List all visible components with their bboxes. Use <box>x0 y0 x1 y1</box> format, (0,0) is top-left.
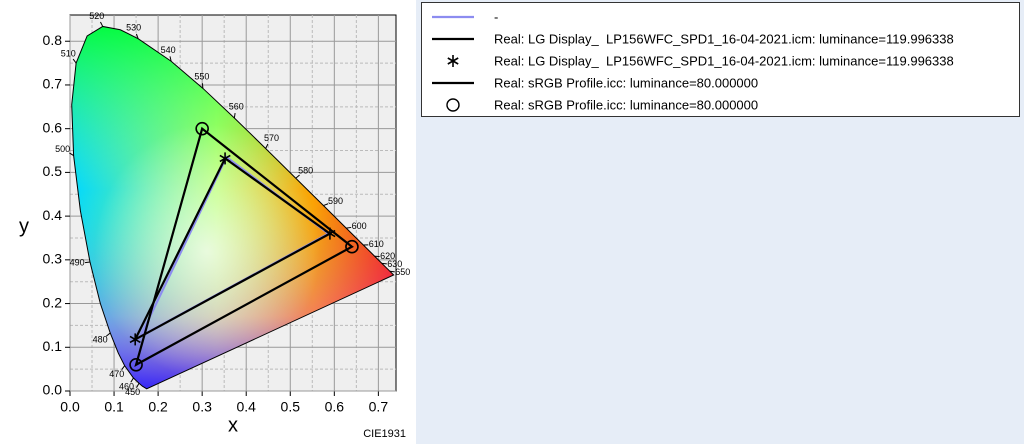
wavelength-tick <box>84 261 91 264</box>
wavelength-tick <box>135 33 139 39</box>
wavelength-label: 570 <box>264 133 279 143</box>
wavelength-label: 460 <box>119 382 134 392</box>
asterisk <box>219 152 231 165</box>
x-axis-label: x <box>228 414 238 436</box>
wavelength-tick <box>106 332 111 337</box>
wavelength-label: 450 <box>125 387 140 397</box>
legend-entry: Real: LG Display_ LP156WFC_SPD1_16-04-20… <box>447 53 954 68</box>
wavelength-tick <box>121 365 126 371</box>
y-tick-label: 0.8 <box>43 32 63 48</box>
wavelength-tick <box>389 270 395 273</box>
legend <box>421 2 1020 117</box>
x-tick-label: 0.6 <box>325 399 345 415</box>
asterisk <box>129 333 141 346</box>
x-tick-label: 0.1 <box>104 399 124 415</box>
point <box>195 121 209 136</box>
wavelength-label: 540 <box>161 45 176 55</box>
annotation: CIE1931 <box>363 428 406 440</box>
legend-entry: Real: sRGB Profile.icc: luminance=80.000… <box>446 97 758 112</box>
wavelength-tick <box>130 377 134 383</box>
x-tick-label: 0.5 <box>281 399 301 415</box>
y-tick-label: 0.4 <box>43 207 63 223</box>
asterisk-stroke <box>447 57 459 65</box>
wavelength-tick <box>323 203 329 207</box>
x-tick-label: 0.2 <box>148 399 168 415</box>
locus-fill-w <box>71 26 394 389</box>
wavelength-label: 630 <box>387 259 402 269</box>
legend-label: Real: sRGB Profile.icc: luminance=80.000… <box>494 75 758 90</box>
wavelength-tick <box>72 58 77 64</box>
legend-label: Real: LG Display_ LP156WFC_SPD1_16-04-20… <box>494 31 954 46</box>
wavelength-tick <box>346 226 352 229</box>
legend-entry: Real: sRGB Profile.icc: luminance=80.000… <box>432 75 758 90</box>
wavelength-label: 560 <box>229 101 244 111</box>
wavelength-label: 600 <box>352 221 367 231</box>
wavelength-label: 470 <box>109 369 124 379</box>
wavelength-tick <box>169 56 172 62</box>
legend-items: - Real: LG Display_ LP156WFC_SPD1_16-04-2… <box>432 9 954 112</box>
x-tick-label: 0.0 <box>60 399 80 415</box>
legend-label: Real: LG Display_ LP156WFC_SPD1_16-04-20… <box>494 53 954 68</box>
y-tick-label: 0.5 <box>43 163 63 179</box>
y-axis-label: y <box>19 215 29 237</box>
plot: 0.0 0.1 0.2 0.3 0.4 0.5 0.6 0.7 0.0 0.1 0.2 0.3 0.4 0… <box>43 11 411 415</box>
point <box>129 357 143 372</box>
x-tick-label: 0.7 <box>369 399 389 415</box>
legend-label: Real: sRGB Profile.icc: luminance=80.000… <box>494 97 758 112</box>
wavelength-label: 550 <box>194 72 209 82</box>
wavelength-tick <box>233 112 236 119</box>
y-tick-label: 0.0 <box>43 382 63 398</box>
wavelength-tick <box>100 21 104 27</box>
wavelength-tick <box>295 174 300 179</box>
x-tick-label: 0.4 <box>236 399 256 415</box>
gamut-line <box>132 156 332 343</box>
wavelength-label: 530 <box>126 23 141 33</box>
legend-label: - <box>494 9 498 24</box>
wavelength-label: 580 <box>298 165 313 175</box>
point <box>345 239 359 254</box>
y-tick-label: 0.3 <box>43 251 63 267</box>
wavelength-tick <box>265 143 269 149</box>
asterisk <box>447 55 459 67</box>
wavelength-label: 650 <box>395 267 410 277</box>
y-tick-label: 0.7 <box>43 76 63 92</box>
wavelength-label: 490 <box>70 258 85 268</box>
wavelength-label: 520 <box>89 11 104 21</box>
wavelength-label: 620 <box>380 251 395 261</box>
x-tick-label: 0.3 <box>192 399 212 415</box>
legend-entry: Real: LG Display_ LP156WFC_SPD1_16-04-20… <box>432 31 954 46</box>
wavelength-label: 510 <box>61 49 76 59</box>
asterisk-stroke <box>129 335 141 344</box>
wavelength-label: 590 <box>328 196 343 206</box>
wavelength-tick <box>136 383 140 388</box>
wavelength-label: 500 <box>55 144 70 154</box>
y-tick-label: 0.2 <box>43 294 63 310</box>
legend-entry: - <box>432 9 498 24</box>
y-tick-label: 0.6 <box>43 119 63 135</box>
asterisk-stroke <box>219 154 231 163</box>
wavelength-tick <box>69 152 74 157</box>
y-tick-label: 0.1 <box>43 338 63 354</box>
gamut-line <box>134 126 354 367</box>
wavelength-label: 480 <box>93 334 108 344</box>
legend-symbol <box>446 98 460 112</box>
wavelength-label: 610 <box>369 239 384 249</box>
spectral-locus <box>71 25 395 390</box>
